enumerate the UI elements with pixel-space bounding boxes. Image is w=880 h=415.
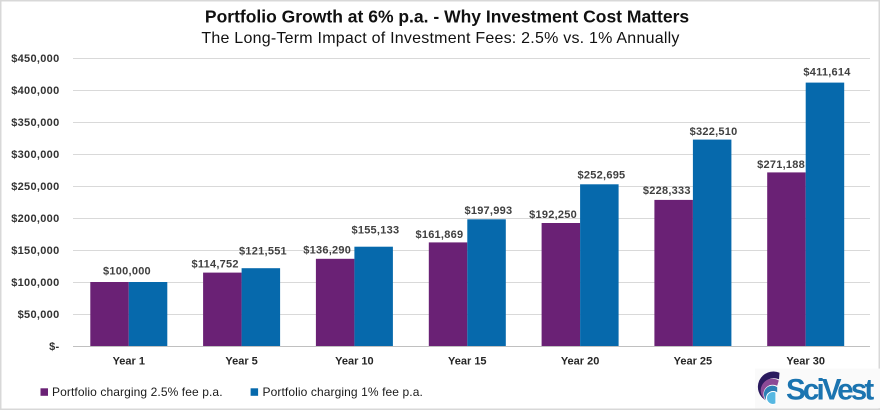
svg-text:SciVest: SciVest xyxy=(786,374,874,407)
svg-text:Year 25: Year 25 xyxy=(674,356,713,368)
svg-text:$322,510: $322,510 xyxy=(690,126,738,138)
svg-text:$450,000: $450,000 xyxy=(11,53,59,65)
svg-text:$155,133: $155,133 xyxy=(351,224,399,236)
svg-text:$300,000: $300,000 xyxy=(11,149,59,161)
svg-text:$150,000: $150,000 xyxy=(11,245,59,257)
svg-text:Year 1: Year 1 xyxy=(113,356,145,368)
svg-text:Year 10: Year 10 xyxy=(335,356,374,368)
svg-text:$192,250: $192,250 xyxy=(529,209,577,221)
svg-text:$252,695: $252,695 xyxy=(578,170,626,182)
svg-text:$161,869: $161,869 xyxy=(415,229,463,241)
svg-text:Portfolio charging 2.5% fee p.: Portfolio charging 2.5% fee p.a. xyxy=(52,385,223,399)
svg-text:Year 30: Year 30 xyxy=(786,356,825,368)
svg-text:$350,000: $350,000 xyxy=(11,117,59,129)
svg-text:$100,000: $100,000 xyxy=(103,265,151,277)
svg-text:$411,614: $411,614 xyxy=(803,67,851,79)
svg-text:$200,000: $200,000 xyxy=(11,213,59,225)
svg-text:Year 20: Year 20 xyxy=(561,356,600,368)
svg-text:$228,333: $228,333 xyxy=(643,185,691,197)
svg-text:Portfolio Growth at 6% p.a. -: Portfolio Growth at 6% p.a. - Why Invest… xyxy=(205,7,689,27)
svg-text:Year 15: Year 15 xyxy=(448,356,487,368)
svg-text:Portfolio charging 1% fee p.a.: Portfolio charging 1% fee p.a. xyxy=(263,385,423,399)
svg-text:$100,000: $100,000 xyxy=(11,277,59,289)
svg-text:$271,188: $271,188 xyxy=(757,159,805,171)
svg-text:$50,000: $50,000 xyxy=(18,309,60,321)
svg-text:$114,752: $114,752 xyxy=(191,259,238,271)
svg-text:$250,000: $250,000 xyxy=(11,181,59,193)
svg-text:Year 5: Year 5 xyxy=(225,356,257,368)
svg-text:$-: $- xyxy=(49,341,59,353)
svg-text:$400,000: $400,000 xyxy=(11,85,59,97)
svg-text:$136,290: $136,290 xyxy=(303,244,351,256)
svg-text:$197,993: $197,993 xyxy=(464,205,512,217)
svg-text:The Long-Term Impact of Invest: The Long-Term Impact of Investment Fees:… xyxy=(201,30,679,47)
svg-text:$121,551: $121,551 xyxy=(239,245,287,257)
